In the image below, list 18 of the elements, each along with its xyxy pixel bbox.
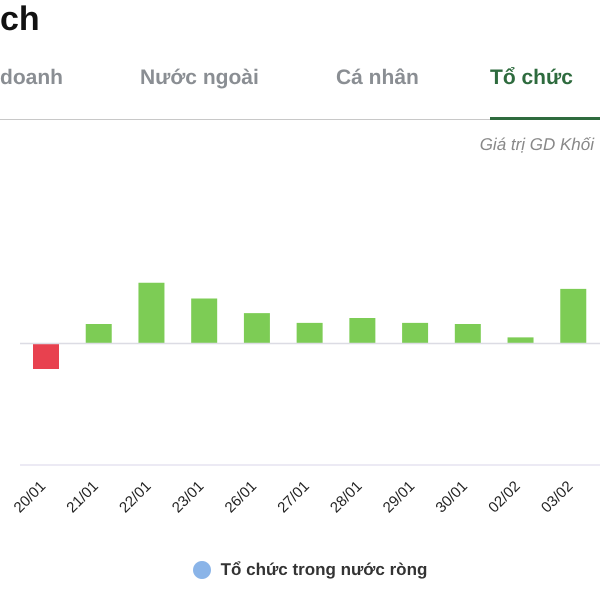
chart-subtitle: Giá trị GD Khối <box>480 135 594 155</box>
bar <box>33 344 59 370</box>
bar <box>508 337 534 344</box>
text: Nước ngoài <box>140 66 259 90</box>
bar <box>296 322 323 344</box>
bar <box>138 282 164 344</box>
text: Tổ chức <box>490 66 573 90</box>
bar <box>244 313 270 344</box>
bar <box>454 324 481 344</box>
bar <box>191 298 218 344</box>
text: doanh <box>0 66 63 90</box>
bar <box>349 318 376 344</box>
chart-title: ch <box>0 0 40 39</box>
bar <box>86 324 112 344</box>
text: Cá nhân <box>336 66 419 90</box>
bar <box>560 288 586 344</box>
bar <box>402 322 428 344</box>
text: Tổ chức trong nước ròng <box>220 560 428 580</box>
